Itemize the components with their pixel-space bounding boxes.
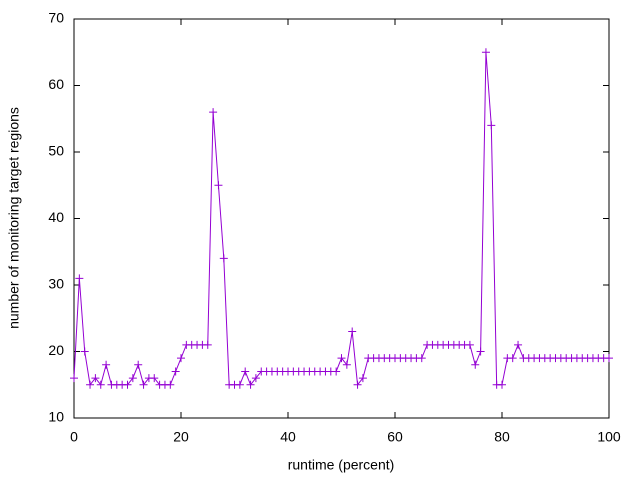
point-marker (166, 380, 175, 389)
point-marker (171, 367, 180, 376)
point-marker (96, 380, 105, 389)
point-marker (91, 374, 100, 383)
point-marker (332, 367, 341, 376)
point-marker (417, 354, 426, 363)
x-tick-label: 0 (70, 429, 78, 445)
y-tick-label: 30 (48, 276, 64, 292)
y-tick-label: 40 (48, 209, 64, 225)
point-marker (86, 380, 95, 389)
point-marker (251, 374, 260, 383)
point-marker (177, 354, 185, 363)
point-marker (219, 254, 228, 263)
point-marker (605, 354, 613, 363)
point-marker (465, 340, 474, 349)
point-marker (337, 354, 346, 363)
y-tick-label: 20 (48, 342, 64, 358)
point-marker (75, 274, 84, 283)
point-marker (498, 380, 506, 389)
point-marker (128, 374, 137, 383)
point-marker (514, 340, 523, 349)
point-marker (70, 374, 78, 383)
point-marker (508, 354, 517, 363)
point-marker (139, 380, 148, 389)
point-marker (481, 48, 490, 57)
x-tick-label: 100 (597, 429, 621, 445)
point-marker (209, 108, 218, 117)
point-marker (80, 347, 89, 356)
point-marker (150, 374, 159, 383)
point-marker (358, 374, 367, 383)
x-axis-label: runtime (percent) (288, 457, 395, 473)
point-marker (134, 360, 143, 369)
y-tick-label: 70 (48, 10, 64, 26)
y-tick-label: 60 (48, 76, 64, 92)
point-marker (353, 380, 362, 389)
point-marker (203, 340, 212, 349)
point-marker (487, 121, 496, 130)
x-tick-label: 80 (494, 429, 510, 445)
data-line (73, 52, 609, 387)
y-tick-label: 10 (48, 409, 64, 425)
point-marker (348, 327, 357, 336)
point-marker (246, 380, 255, 389)
y-axis-label: number of monitoring target regions (6, 107, 22, 329)
point-marker (476, 347, 485, 356)
x-tick-label: 20 (173, 429, 189, 445)
point-marker (471, 360, 480, 369)
y-tick-label: 50 (48, 143, 64, 159)
point-marker (241, 367, 250, 376)
point-marker (123, 380, 132, 389)
point-marker (235, 380, 244, 389)
point-marker (342, 360, 351, 369)
point-marker (214, 181, 223, 190)
x-tick-label: 40 (280, 429, 296, 445)
x-tick-label: 60 (387, 429, 403, 445)
point-marker (102, 360, 111, 369)
